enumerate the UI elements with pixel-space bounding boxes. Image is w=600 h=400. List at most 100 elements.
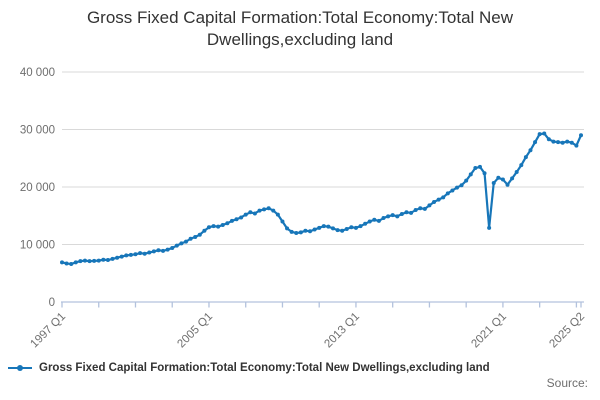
data-point <box>133 252 138 257</box>
data-point <box>551 139 556 144</box>
x-tick-label: 2021 Q1 <box>469 311 509 351</box>
data-point <box>101 257 106 262</box>
data-point <box>542 131 547 136</box>
data-point <box>60 260 64 265</box>
data-point <box>142 251 147 256</box>
data-point <box>432 199 437 204</box>
data-point <box>110 256 115 261</box>
data-point <box>386 214 391 219</box>
data-point <box>330 226 335 231</box>
data-point <box>156 248 161 253</box>
data-point <box>349 225 354 230</box>
data-point <box>487 225 492 230</box>
data-point <box>390 213 395 218</box>
data-point <box>229 218 234 223</box>
line-chart: 0 10 000 20 000 30 000 40 000 1997 Q1 2005 Q1 2… <box>20 67 587 351</box>
x-axis <box>61 301 584 308</box>
data-point <box>363 221 368 226</box>
data-point <box>243 212 248 217</box>
data-point <box>87 259 92 264</box>
data-point <box>193 234 198 239</box>
data-point <box>510 176 515 181</box>
data-point <box>395 214 400 219</box>
data-point <box>399 211 404 216</box>
line-dot-marker-icon <box>8 364 32 371</box>
data-point <box>404 210 409 215</box>
data-point <box>248 210 253 215</box>
data-point <box>64 261 69 266</box>
y-tick-label: 30 000 <box>20 124 55 136</box>
source-label: Source: <box>546 375 588 390</box>
gridlines <box>62 71 584 245</box>
y-tick-label: 40 000 <box>20 67 55 79</box>
data-point <box>326 224 331 229</box>
data-point <box>537 131 542 136</box>
x-tick-label: 2005 Q1 <box>175 311 215 351</box>
data-point <box>105 257 110 262</box>
legend-dot <box>17 364 23 371</box>
data-point <box>289 229 294 234</box>
data-point <box>560 140 565 145</box>
data-point <box>252 211 257 216</box>
data-point <box>556 140 561 145</box>
data-point <box>450 188 455 193</box>
data-point <box>477 164 482 169</box>
data-point <box>500 177 505 182</box>
data-point <box>312 227 317 232</box>
data-point <box>372 217 377 222</box>
data-point <box>482 171 487 176</box>
data-point <box>473 165 478 170</box>
data-point <box>119 254 124 259</box>
data-point <box>69 261 74 266</box>
data-point <box>78 259 83 264</box>
data-point <box>459 183 464 188</box>
data-point <box>367 219 372 224</box>
data-point <box>528 148 533 153</box>
data-point <box>422 206 427 211</box>
data-point <box>285 226 290 231</box>
data-point <box>271 208 276 213</box>
data-point <box>464 178 469 183</box>
data-point <box>579 133 583 138</box>
data-point <box>335 228 340 233</box>
data-point <box>266 206 271 211</box>
data-point <box>234 217 239 222</box>
data-point <box>505 182 510 187</box>
legend-label: Gross Fixed Capital Formation:Total Econ… <box>39 361 490 374</box>
data-point <box>418 206 423 211</box>
data-point <box>353 225 358 230</box>
x-tick-label: 2025 Q2 <box>547 311 587 351</box>
data-point <box>239 215 244 220</box>
data-point <box>409 210 414 215</box>
data-point <box>533 140 538 145</box>
data-point <box>211 223 216 228</box>
data-point <box>92 258 97 263</box>
data-point <box>73 260 78 265</box>
data-point <box>468 172 473 177</box>
data-point <box>340 228 345 233</box>
data-point <box>569 140 574 145</box>
data-point <box>197 232 202 237</box>
data-point <box>138 251 143 256</box>
data-point <box>523 154 528 159</box>
data-point <box>184 239 189 244</box>
data-point <box>147 250 152 255</box>
data-point <box>128 252 133 257</box>
data-point <box>427 203 432 208</box>
x-axis-labels: 1997 Q1 2005 Q1 2013 Q1 2021 Q1 2025 Q2 <box>28 311 587 351</box>
data-point <box>275 212 280 217</box>
y-tick-label: 10 000 <box>20 239 55 251</box>
data-point <box>82 258 87 263</box>
data-point <box>225 221 230 226</box>
data-point <box>165 247 170 252</box>
data-point <box>344 226 349 231</box>
data-point <box>202 228 207 233</box>
legend-item: Gross Fixed Capital Formation:Total Econ… <box>0 362 600 374</box>
data-point <box>206 225 211 230</box>
data-point <box>381 215 386 220</box>
data-point <box>454 185 459 190</box>
x-tick-label: 2013 Q1 <box>322 311 362 351</box>
data-point <box>262 207 267 212</box>
y-axis-labels: 0 10 000 20 000 30 000 40 000 <box>20 67 55 309</box>
